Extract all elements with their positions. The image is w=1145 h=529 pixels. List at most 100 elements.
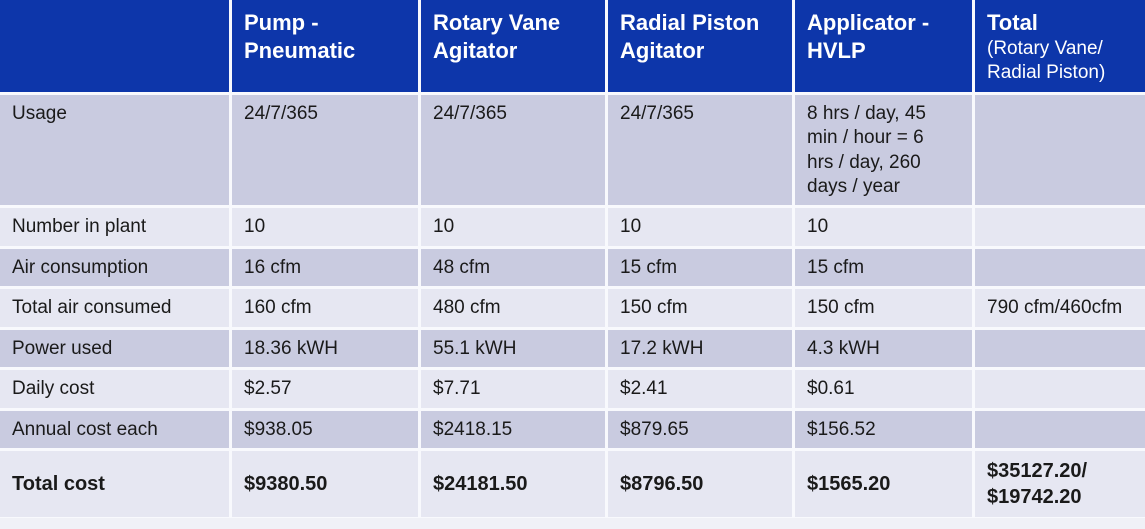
table-cell: 24/7/365 (608, 95, 792, 206)
table-cell: 4.3 kWH (795, 329, 972, 368)
cell-value: 480 cfm (433, 297, 501, 319)
column-header-applicator-hvlp: Applicator - HVLP (795, 0, 972, 92)
cell-value: 48 cfm (433, 256, 491, 278)
cell-value: $2.57 (244, 378, 292, 400)
table-row: Daily cost $2.57 $7.71 $2.41 $0.61 (0, 370, 1145, 408)
table-cell: 15 cfm (795, 248, 972, 287)
total-header-title: Total (987, 10, 1038, 35)
table-cell: 160 cfm (232, 289, 418, 327)
cell-value: $24181.50 (433, 472, 528, 495)
cell-value: 24/7/365 (244, 103, 318, 124)
table-cell: $156.52 (795, 410, 972, 448)
cell-value: 150 cfm (620, 297, 688, 319)
column-header-label: Pump - Pneumatic (244, 10, 356, 63)
row-label: Number in plant (0, 208, 229, 246)
cell-value: 24/7/365 (433, 103, 507, 124)
table-row: Power used 18.36 kWH 55.1 kWH 17.2 kWH 4.3 k… (0, 329, 1145, 368)
total-cell (975, 329, 1145, 368)
total-cell: $35127.20/ $19742.20 (975, 450, 1145, 517)
row-label: Daily cost (0, 370, 229, 408)
cell-value: 16 cfm (244, 256, 302, 278)
cell-value: 10 (807, 216, 829, 238)
row-label: Annual cost each (0, 410, 229, 448)
table-cell: $938.05 (232, 410, 418, 448)
cell-value: 10 (244, 216, 266, 238)
table-cell: 150 cfm (795, 289, 972, 327)
table-cell: $0.61 (795, 370, 972, 408)
cell-value: 15 cfm (620, 256, 678, 278)
cost-comparison-table: Pump - Pneumatic Rotary Vane Agitator Ra… (0, 0, 1145, 517)
table-cell: 480 cfm (421, 289, 605, 327)
column-header-total: Total (Rotary Vane/ Radial Piston) (975, 0, 1145, 92)
cell-value: 15 cfm (807, 256, 865, 278)
table-row: Number in plant 10 10 10 10 (0, 208, 1145, 246)
table-cell: $2418.15 (421, 410, 605, 448)
table-cell: $1565.20 (795, 450, 972, 517)
table-cell: 15 cfm (608, 248, 792, 287)
table-row: Air consumption 16 cfm 48 cfm 15 cfm 15 cfm (0, 248, 1145, 287)
table-cell: $24181.50 (421, 450, 605, 517)
cell-value: $938.05 (244, 418, 313, 440)
table-cell: $2.57 (232, 370, 418, 408)
table-cell: 16 cfm (232, 248, 418, 287)
cell-value: $7.71 (433, 378, 481, 400)
table-cell: 10 (232, 208, 418, 246)
table-cell: 10 (795, 208, 972, 246)
table-row: Usage 24/7/365 24/7/365 24/7/365 8 hrs / day… (0, 95, 1145, 206)
cell-value: 17.2 kWH (620, 337, 704, 359)
cost-comparison-table-container: Pump - Pneumatic Rotary Vane Agitator Ra… (0, 0, 1145, 518)
table-cell: $9380.50 (232, 450, 418, 517)
table-cell: 10 (608, 208, 792, 246)
cell-value: 10 (433, 216, 455, 238)
total-header-subtitle: (Rotary Vane/ Radial Piston) (987, 37, 1106, 83)
total-cell (975, 370, 1145, 408)
header-row: Pump - Pneumatic Rotary Vane Agitator Ra… (0, 0, 1145, 92)
column-header-label: Applicator - HVLP (807, 10, 930, 63)
row-label: Total cost (0, 450, 229, 517)
column-header-label: Radial Piston Agitator (620, 10, 760, 63)
total-cell: 790 cfm/460cfm (975, 289, 1145, 327)
cell-value: $2.41 (620, 378, 668, 400)
corner-cell (0, 0, 229, 92)
table-cell: 55.1 kWH (421, 329, 605, 368)
cell-value: 10 (620, 216, 642, 238)
row-label: Usage (0, 95, 229, 206)
cell-value: 160 cfm (244, 297, 312, 319)
column-header-label: Rotary Vane Agitator (433, 10, 561, 63)
table-cell: 17.2 kWH (608, 329, 792, 368)
row-label: Total air consumed (0, 289, 229, 327)
cell-value: 150 cfm (807, 297, 875, 319)
total-cell (975, 208, 1145, 246)
total-cell (975, 248, 1145, 287)
cell-value: $8796.50 (620, 472, 704, 495)
table-cell: 150 cfm (608, 289, 792, 327)
table-row: Total air consumed 160 cfm 480 cfm 150 cfm 1… (0, 289, 1145, 327)
column-header-rotary-vane-agitator: Rotary Vane Agitator (421, 0, 605, 92)
cell-value: $879.65 (620, 418, 689, 440)
table-cell: $7.71 (421, 370, 605, 408)
cell-value: $0.61 (807, 378, 855, 400)
cell-value: 24/7/365 (620, 103, 694, 124)
row-label: Air consumption (0, 248, 229, 287)
table-cell: $879.65 (608, 410, 792, 448)
table-body: Usage 24/7/365 24/7/365 24/7/365 8 hrs / day… (0, 95, 1145, 517)
table-cell: $8796.50 (608, 450, 792, 517)
table-row: Annual cost each $938.05 $2418.15 $879.65 $1… (0, 410, 1145, 448)
cell-value: 8 hrs / day, 45 min / hour = 6 hrs / day… (807, 103, 926, 197)
cell-value: 790 cfm/460cfm (987, 297, 1123, 319)
column-header-pump-pneumatic: Pump - Pneumatic (232, 0, 418, 92)
table-cell: 18.36 kWH (232, 329, 418, 368)
cell-value: 18.36 kWH (244, 337, 338, 359)
table-cell: 10 (421, 208, 605, 246)
cell-value: $1565.20 (807, 472, 891, 495)
cell-value: $9380.50 (244, 472, 328, 495)
table-cell: 24/7/365 (232, 95, 418, 206)
total-cell (975, 410, 1145, 448)
table-row: Total cost $9380.50 $24181.50 $8796.50 $1565… (0, 450, 1145, 517)
cell-value: $156.52 (807, 418, 876, 440)
cell-value: $35127.20/ $19742.20 (987, 459, 1088, 508)
table-cell: 48 cfm (421, 248, 605, 287)
table-header: Pump - Pneumatic Rotary Vane Agitator Ra… (0, 0, 1145, 92)
cell-value: $2418.15 (433, 418, 513, 440)
